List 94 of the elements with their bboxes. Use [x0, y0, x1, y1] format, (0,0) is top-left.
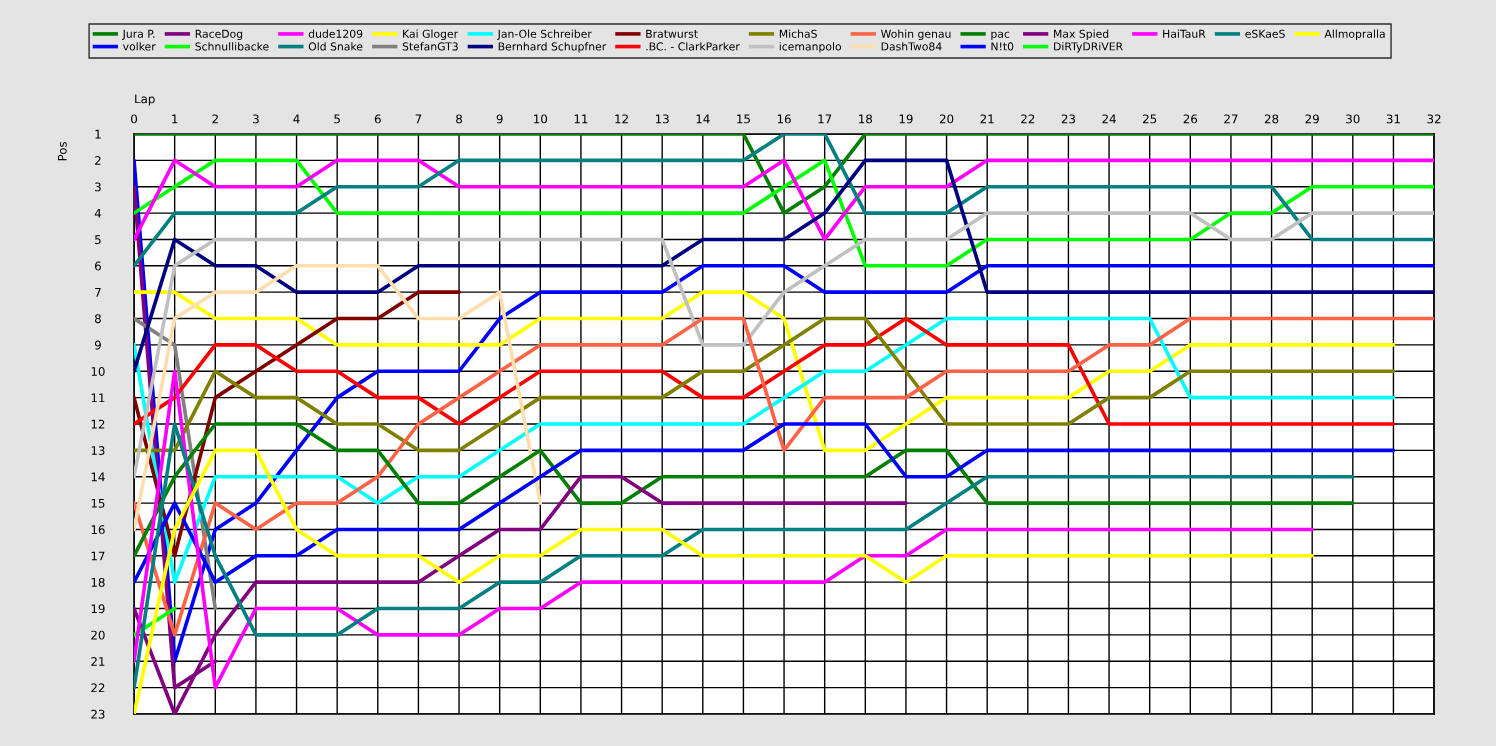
y-tick-label: 23 — [91, 709, 105, 719]
legend-label: pac — [991, 31, 1010, 40]
x-tick-label: 26 — [1183, 114, 1198, 124]
legend-label: DashTwo84 — [881, 42, 942, 51]
x-tick-label: 29 — [1305, 114, 1319, 124]
y-tick-label: 15 — [91, 498, 105, 508]
line-series — [134, 316, 1435, 637]
x-tick-label: 25 — [1143, 114, 1157, 124]
x-tick-label: 8 — [456, 114, 462, 124]
x-tick-label: 10 — [534, 114, 548, 124]
x-tick-label: 0 — [131, 114, 138, 124]
x-axis-title: Lap — [135, 94, 155, 106]
line-series — [134, 369, 1314, 690]
legend-label: Jura P. — [122, 29, 155, 40]
y-tick-label: 6 — [95, 261, 101, 271]
y-tick-label: 12 — [91, 419, 105, 429]
x-tick-label: 4 — [293, 114, 300, 124]
x-tick-label: 23 — [1061, 114, 1075, 124]
legend-label: HaiTauR — [1163, 29, 1206, 38]
y-tick-label: 22 — [91, 683, 105, 693]
x-tick-label: 19 — [899, 114, 913, 124]
x-tick-label: 16 — [777, 114, 791, 124]
legend-label: MichaS — [779, 29, 817, 38]
line-series — [134, 211, 1435, 479]
x-tick-label: 20 — [939, 114, 954, 124]
legend-label: N!t0 — [991, 42, 1014, 51]
x-tick-label: 3 — [253, 114, 259, 124]
line-series — [134, 158, 1435, 374]
y-tick-label: 21 — [91, 656, 105, 666]
line-series — [134, 158, 1435, 268]
legend-label: Jan-Ole Schreiber — [497, 29, 592, 40]
y-tick-label: 14 — [91, 472, 105, 482]
x-tick-label: 17 — [818, 114, 832, 124]
x-tick-label: 22 — [1021, 114, 1035, 124]
legend-label: Wohin genau — [880, 29, 951, 40]
y-tick-label: 9 — [94, 340, 101, 350]
y-tick-label: 18 — [91, 577, 105, 587]
x-tick-label: 7 — [415, 114, 422, 124]
line-series — [134, 448, 1314, 714]
line-series — [134, 422, 1355, 690]
x-tick-label: 21 — [980, 114, 994, 124]
x-tick-label: 6 — [374, 114, 381, 124]
x-tick-label: 32 — [1427, 114, 1441, 124]
x-tick-label: 9 — [496, 114, 503, 124]
legend-label: Bernhard Schupfner — [498, 42, 607, 53]
legend-label: .BC. - ClarkParker — [646, 42, 740, 51]
x-tick-label: 27 — [1224, 114, 1238, 124]
y-tick-label: 11 — [91, 393, 105, 403]
legend-label: Bratwurst — [646, 29, 698, 38]
y-tick-label: 19 — [91, 604, 105, 614]
legend-label: DiRTyDRiVER — [1054, 42, 1123, 53]
line-series — [134, 316, 1396, 453]
x-tick-label: 28 — [1264, 114, 1279, 124]
x-tick-label: 18 — [859, 114, 873, 124]
y-tick-label: 2 — [95, 156, 101, 165]
y-tick-label: 3 — [95, 182, 101, 192]
y-tick-label: 4 — [94, 208, 102, 218]
x-tick-label: 12 — [615, 114, 628, 124]
x-tick-label: 13 — [655, 114, 669, 124]
x-tick-label: 1 — [172, 114, 178, 124]
x-tick-label: 24 — [1102, 114, 1116, 124]
y-tick-label: 1 — [95, 129, 101, 139]
x-tick-label: 14 — [696, 114, 710, 124]
y-tick-label: 13 — [91, 446, 105, 456]
legend-label: StefanGT3 — [402, 42, 458, 51]
x-tick-label: 30 — [1346, 114, 1360, 124]
y-tick-label: 20 — [91, 630, 105, 640]
legend-label: Old Snake — [308, 42, 363, 51]
y-tick-label: 17 — [91, 551, 105, 561]
line-series — [134, 316, 1396, 426]
line-series — [134, 316, 1396, 584]
y-tick-label: 5 — [95, 235, 101, 245]
x-tick-label: 5 — [334, 114, 340, 124]
y-tick-label: 16 — [91, 525, 105, 535]
legend-label: eSKaeS — [1245, 29, 1285, 38]
x-tick-label: 11 — [574, 114, 588, 124]
y-tick-label: 8 — [94, 314, 101, 324]
y-tick-label: 10 — [91, 366, 105, 376]
line-series — [134, 263, 543, 532]
legend-label: RaceDog — [195, 29, 243, 40]
x-tick-label: 31 — [1386, 114, 1400, 124]
line-series — [134, 290, 1396, 453]
legend-label: volker — [122, 42, 156, 51]
legend-label: Allmopralla — [1324, 29, 1385, 40]
y-tick-label: 7 — [95, 288, 101, 297]
y-axis-title: Pos — [57, 141, 67, 161]
x-tick-label: 15 — [737, 114, 750, 124]
legend-label: Kai Gloger — [403, 29, 459, 40]
legend-label: icemanpolo — [779, 42, 842, 53]
legend-label: Max Spied — [1054, 29, 1109, 40]
x-tick-label: 2 — [212, 114, 218, 124]
legend-label: dude1209 — [308, 29, 363, 38]
line-series — [134, 422, 1355, 558]
legend-label: Schnullibacke — [195, 42, 269, 51]
